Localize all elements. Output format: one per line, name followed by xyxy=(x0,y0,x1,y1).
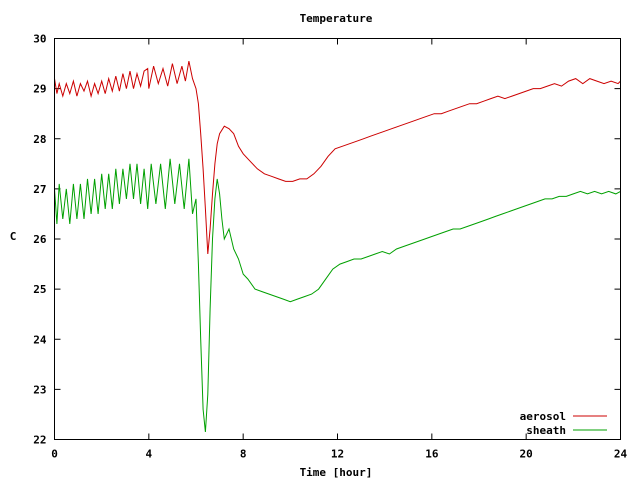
x-tick-label: 24 xyxy=(614,448,628,461)
x-tick-label: 4 xyxy=(146,448,153,461)
y-tick-label: 24 xyxy=(33,333,47,346)
y-tick-label: 22 xyxy=(33,434,46,447)
legend: aerosol sheath xyxy=(520,410,607,437)
legend-label-aerosol: aerosol xyxy=(520,410,566,423)
y-tick-label: 28 xyxy=(33,133,46,146)
y-tick-label: 26 xyxy=(33,233,47,246)
y-tick-label: 30 xyxy=(33,33,46,46)
y-tick-label: 29 xyxy=(33,83,46,96)
series-layer xyxy=(54,60,621,433)
x-tick-label: 8 xyxy=(240,448,247,461)
y-tick-label: 23 xyxy=(33,383,46,396)
x-tick-label: 12 xyxy=(331,448,344,461)
chart-title: Temperature xyxy=(300,12,373,25)
x-tick-label: 0 xyxy=(51,448,58,461)
series-line-aerosol xyxy=(54,60,621,255)
x-tick-label: 20 xyxy=(520,448,533,461)
legend-label-sheath: sheath xyxy=(526,424,566,437)
x-tick-label: 16 xyxy=(425,448,439,461)
series-line-sheath xyxy=(54,158,621,433)
axis-ticks: 0 4 8 12 16 20 24 22 23 24 25 26 27 28 29 30 xyxy=(33,33,627,461)
x-axis-label: Time [hour] xyxy=(300,466,373,479)
plot-frame xyxy=(54,38,621,440)
y-tick-label: 27 xyxy=(33,183,46,196)
y-tick-label: 25 xyxy=(33,283,46,296)
y-axis-label: C xyxy=(10,230,17,243)
